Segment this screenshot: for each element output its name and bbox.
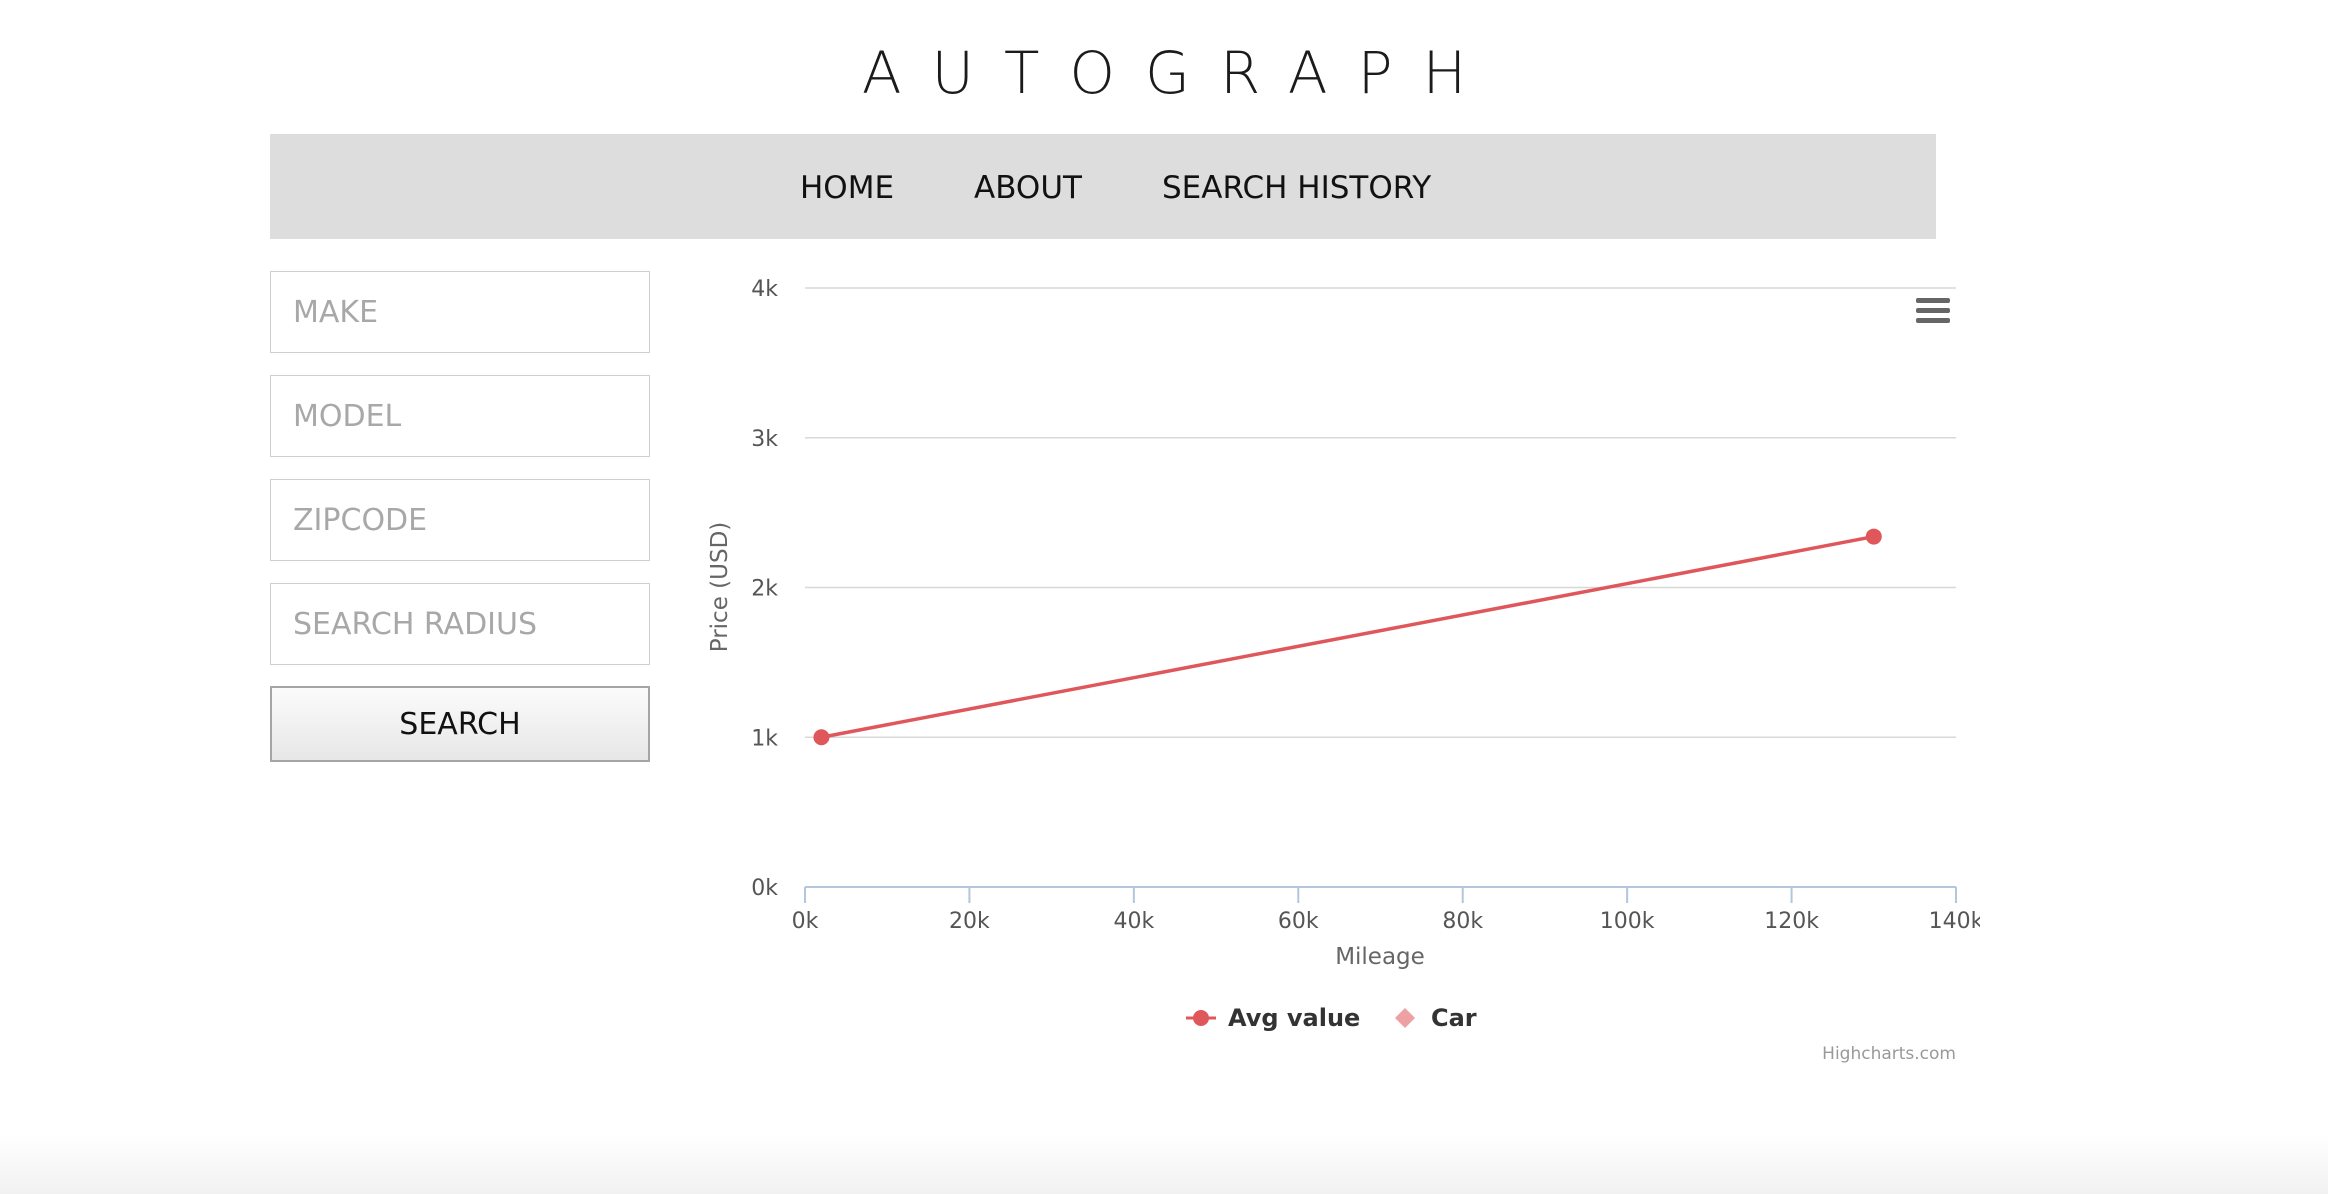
nav-search-history-link[interactable]: SEARCH HISTORY	[1162, 170, 1432, 206]
search-button[interactable]: SEARCH	[270, 686, 650, 762]
legend-car-diamond-icon	[1395, 1008, 1415, 1028]
y-axis-ticks: 0k 1k 2k 3k 4k	[751, 277, 778, 901]
y-tick-label: 0k	[751, 876, 778, 901]
y-axis-title: Price (USD)	[707, 522, 733, 653]
legend-avg-value-label: Avg value	[1228, 1004, 1360, 1032]
legend-item-car[interactable]: Car	[1395, 1004, 1477, 1032]
make-input[interactable]	[270, 271, 650, 353]
y-tick-label: 2k	[751, 577, 778, 602]
hamburger-menu-icon	[1916, 298, 1950, 323]
legend-avg-value-marker-icon	[1193, 1010, 1209, 1026]
chart-credits-link[interactable]: Highcharts.com	[1822, 1044, 1956, 1064]
nav-about-link[interactable]: ABOUT	[974, 170, 1082, 206]
price-mileage-chart: 0k 20k 40k 60k 80k 100k 120k 140k 0k 1k 2k 3k 4k Mi…	[707, 277, 1980, 1064]
chart-legend: Avg value Car	[1186, 1004, 1477, 1032]
avg-value-point	[1865, 528, 1882, 545]
y-tick-label: 3k	[751, 427, 778, 452]
x-tick-label: 140k	[1929, 909, 1980, 934]
x-tick-label: 20k	[949, 909, 990, 934]
avg-value-line	[821, 534, 1875, 739]
legend-item-avg-value[interactable]: Avg value	[1186, 1004, 1360, 1032]
x-tick-label: 40k	[1113, 909, 1154, 934]
avg-value-point	[813, 729, 830, 746]
x-axis-title: Mileage	[1335, 944, 1425, 970]
y-tick-label: 1k	[751, 726, 778, 751]
x-tick-label: 60k	[1278, 909, 1319, 934]
brand-logo: AUTOGRAPH	[861, 39, 1497, 107]
page-bottom-fade	[0, 1134, 2328, 1194]
x-tick-label: 0k	[792, 909, 819, 934]
x-axis-ticks: 0k 20k 40k 60k 80k 100k 120k 140k	[792, 887, 1980, 934]
x-tick-label: 80k	[1442, 909, 1483, 934]
chart-gridlines	[805, 287, 1956, 738]
nav-home-link[interactable]: HOME	[800, 170, 895, 206]
x-tick-label: 100k	[1600, 909, 1655, 934]
zipcode-input[interactable]	[270, 479, 650, 561]
main-navbar: HOME ABOUT SEARCH HISTORY	[270, 134, 1936, 239]
y-tick-label: 4k	[751, 277, 778, 302]
search-radius-input[interactable]	[270, 583, 650, 665]
chart-menu-button[interactable]	[1910, 290, 1956, 334]
x-tick-label: 120k	[1764, 909, 1819, 934]
chart-series	[813, 528, 1882, 746]
model-input[interactable]	[270, 375, 650, 457]
legend-car-label: Car	[1431, 1004, 1477, 1032]
